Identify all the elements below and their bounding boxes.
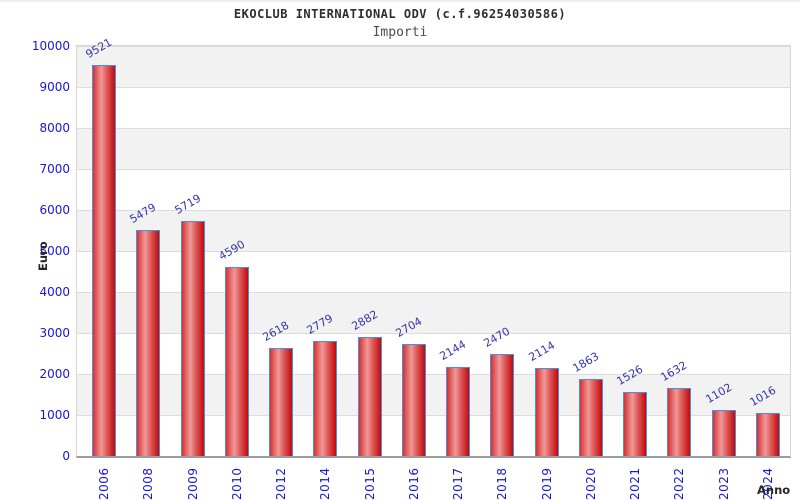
bar-value-label: 4590 [216, 237, 248, 263]
bar-2008 [136, 230, 161, 456]
bar-2019 [534, 368, 559, 456]
top-strip [0, 0, 800, 2]
x-tick-label-2012: 2012 [274, 467, 289, 500]
y-tick-label: 2000 [39, 367, 70, 381]
grid-band [77, 169, 790, 210]
bar-slot: 5719 [171, 46, 215, 456]
bar-value-label: 5479 [127, 201, 159, 227]
bar-value-label: 2704 [393, 314, 425, 341]
y-axis-title: Euro [36, 241, 50, 271]
x-tick-label-2021: 2021 [628, 467, 643, 500]
grid-band [77, 46, 790, 87]
x-tick-label-2016: 2016 [406, 467, 421, 500]
bar-value-label: 2470 [481, 324, 513, 350]
bar-2015 [357, 336, 382, 456]
y-tick-label: 4000 [39, 285, 70, 299]
x-tick-label-2009: 2009 [185, 467, 200, 500]
x-tick-label-2014: 2014 [318, 467, 333, 500]
x-tick-label-2017: 2017 [451, 467, 466, 500]
y-tick-label: 7000 [39, 162, 70, 176]
x-tick-label-2022: 2022 [672, 467, 687, 500]
bar-slot: 2470 [480, 46, 524, 456]
x-tick-label-2010: 2010 [229, 467, 244, 500]
bar-slot: 2618 [259, 46, 303, 456]
y-tick-label: 10000 [31, 39, 70, 53]
x-tick-label-2015: 2015 [362, 467, 377, 500]
bar-value-label: 2882 [349, 307, 380, 333]
bar-value-label: 1632 [658, 358, 690, 385]
x-tick-label-2006: 2006 [97, 467, 112, 500]
bar-slot: 1632 [657, 46, 701, 456]
grid-band [77, 87, 790, 128]
bar-value-label: 5719 [172, 191, 203, 217]
bar-2018 [490, 353, 515, 456]
chart-subtitle: Importi [372, 25, 428, 40]
bar-value-label: 1526 [614, 363, 646, 389]
bar-slot: 1016 [746, 46, 790, 456]
y-tick-label: 5000 [39, 244, 70, 258]
x-tick-label-2020: 2020 [583, 467, 598, 500]
bar-2022 [667, 388, 692, 456]
x-tick-label-2019: 2019 [539, 467, 554, 500]
chart-title: EKOCLUB INTERNATIONAL ODV (c.f.962540305… [233, 7, 567, 21]
bar-2021 [623, 392, 648, 456]
bar-2016 [401, 344, 426, 456]
bar-slot: 1102 [702, 46, 746, 456]
y-tick-label: 3000 [39, 326, 70, 340]
plot-area: 9521 5479 5719 4590 2618 2779 2882 2704 2144 2470… [76, 35, 791, 458]
bar-slot: 5479 [126, 46, 170, 456]
bar-2010 [224, 266, 249, 456]
grid-band [77, 128, 790, 169]
bar-slot: 2144 [436, 46, 480, 456]
bar-2017 [446, 367, 471, 456]
bar-2020 [578, 378, 603, 456]
x-tick-label-2023: 2023 [716, 467, 731, 500]
bar-value-label: 1102 [703, 380, 734, 406]
bar-2023 [711, 409, 736, 456]
bar-value-label: 1863 [570, 349, 602, 375]
bar-slot: 4590 [215, 46, 259, 456]
bar-slot: 1863 [569, 46, 613, 456]
bar-2012 [269, 347, 294, 456]
bar-slot: 2779 [303, 46, 347, 456]
bar-value-label: 2114 [526, 339, 557, 365]
bars-row: 9521 5479 5719 4590 2618 2779 2882 2704 2144 2470… [77, 35, 790, 456]
bar-2009 [180, 220, 205, 456]
y-tick-label: 6000 [39, 203, 70, 217]
bar-slot: 9521 [82, 35, 126, 456]
bar-slot: 2704 [392, 46, 436, 456]
bar-2014 [313, 341, 338, 456]
bar-2006 [92, 64, 117, 456]
y-tick-label: 9000 [39, 80, 70, 94]
bar-value-label: 2779 [304, 311, 336, 338]
bar-slot: 1526 [613, 46, 657, 456]
y-tick-label: 1000 [39, 408, 70, 422]
x-tick-label-2008: 2008 [141, 467, 156, 500]
y-tick-label: 0 [62, 449, 70, 463]
bar-value-label: 2618 [260, 318, 292, 344]
x-tick-label-2018: 2018 [495, 467, 510, 500]
x-axis-title: Anno [757, 483, 791, 497]
bar-2024 [755, 413, 780, 456]
bar-slot: 2114 [525, 46, 569, 456]
y-tick-label: 8000 [39, 121, 70, 135]
bar-value-label: 1016 [747, 384, 779, 410]
bar-slot: 2882 [348, 46, 392, 456]
bar-value-label: 2144 [437, 337, 469, 364]
